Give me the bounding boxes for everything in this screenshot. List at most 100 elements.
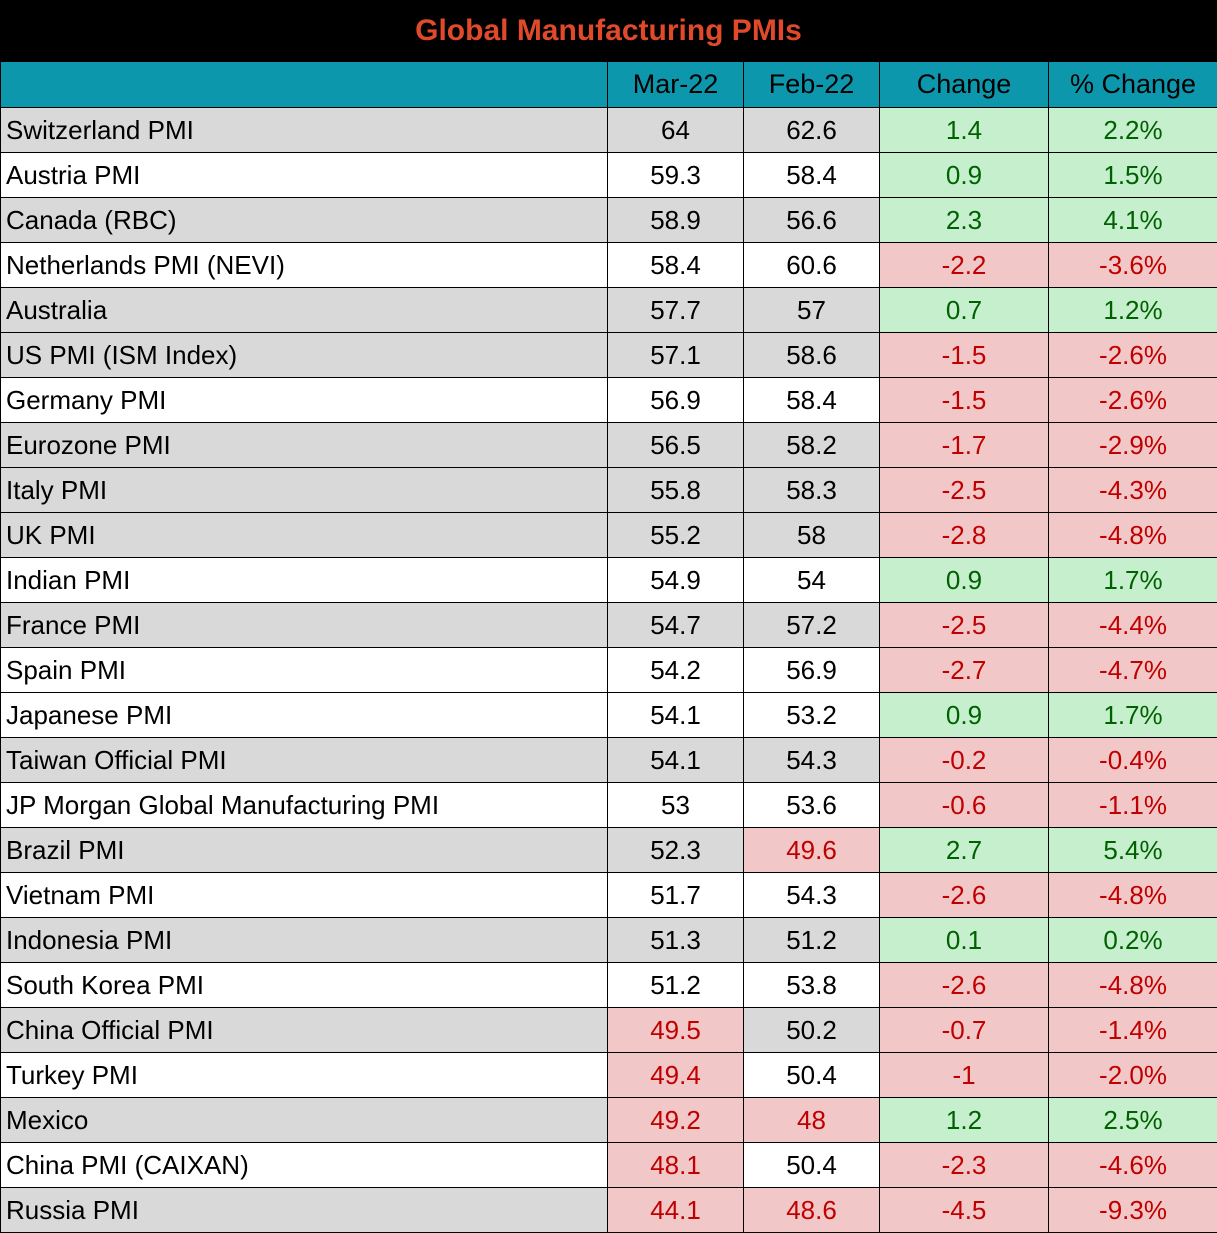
feb-22-cell: 48.6 [743,1187,880,1233]
mar-22-cell: 44.1 [607,1187,744,1233]
mar-22-cell: 51.7 [607,872,744,918]
table-row: Netherlands PMI (NEVI) 58.4 60.6 -2.2 -3.6% [0,242,1217,288]
pct-change-cell: -4.3% [1048,467,1217,513]
row-name-cell: Mexico [0,1097,608,1143]
change-cell: -4.5 [879,1187,1049,1233]
pct-change-cell: 1.7% [1048,692,1217,738]
row-name-cell: Brazil PMI [0,827,608,873]
table-row: Switzerland PMI 64 62.6 1.4 2.2% [0,107,1217,153]
feb-22-cell: 53.2 [743,692,880,738]
change-cell: -1.5 [879,377,1049,423]
table-row: Australia 57.7 57 0.7 1.2% [0,287,1217,333]
title-bar: Global Manufacturing PMIs [0,0,1217,61]
pct-change-cell: 2.2% [1048,107,1217,153]
row-name-cell: Indian PMI [0,557,608,603]
change-cell: -2.5 [879,602,1049,648]
table-row: Canada (RBC) 58.9 56.6 2.3 4.1% [0,197,1217,243]
table-row: Austria PMI 59.3 58.4 0.9 1.5% [0,152,1217,198]
feb-22-cell: 57.2 [743,602,880,648]
row-name-cell: Eurozone PMI [0,422,608,468]
table-body: Switzerland PMI 64 62.6 1.4 2.2% Austria PMI 5… [0,107,1217,1233]
mar-22-cell: 55.8 [607,467,744,513]
mar-22-cell: 51.3 [607,917,744,963]
pct-change-cell: -4.8% [1048,962,1217,1008]
feb-22-cell: 53.6 [743,782,880,828]
row-name-cell: Switzerland PMI [0,107,608,153]
feb-22-cell: 56.9 [743,647,880,693]
feb-22-cell: 50.4 [743,1052,880,1098]
mar-22-cell: 54.1 [607,692,744,738]
row-name-cell: Turkey PMI [0,1052,608,1098]
table-row: France PMI 54.7 57.2 -2.5 -4.4% [0,602,1217,648]
pct-change-cell: -9.3% [1048,1187,1217,1233]
mar-22-cell: 54.1 [607,737,744,783]
pct-change-cell: -1.4% [1048,1007,1217,1053]
change-cell: -1.5 [879,332,1049,378]
change-cell: 0.9 [879,152,1049,198]
mar-22-cell: 53 [607,782,744,828]
table-row: UK PMI 55.2 58 -2.8 -4.8% [0,512,1217,558]
header-row: Mar-22 Feb-22 Change % Change [0,61,1217,108]
pct-change-cell: -0.4% [1048,737,1217,783]
mar-22-cell: 59.3 [607,152,744,198]
row-name-cell: Austria PMI [0,152,608,198]
feb-22-cell: 58.3 [743,467,880,513]
feb-22-cell: 58.6 [743,332,880,378]
change-cell: -2.6 [879,962,1049,1008]
change-cell: 0.9 [879,692,1049,738]
feb-22-cell: 49.6 [743,827,880,873]
table-row: Germany PMI 56.9 58.4 -1.5 -2.6% [0,377,1217,423]
header-feb-22: Feb-22 [743,61,880,108]
change-cell: 0.7 [879,287,1049,333]
change-cell: -0.6 [879,782,1049,828]
row-name-cell: France PMI [0,602,608,648]
mar-22-cell: 58.9 [607,197,744,243]
row-name-cell: Canada (RBC) [0,197,608,243]
row-name-cell: Italy PMI [0,467,608,513]
change-cell: -2.3 [879,1142,1049,1188]
mar-22-cell: 49.2 [607,1097,744,1143]
pmi-table: Mar-22 Feb-22 Change % Change Switzerlan… [0,61,1217,1233]
table-row: China Official PMI 49.5 50.2 -0.7 -1.4% [0,1007,1217,1053]
row-name-cell: Indonesia PMI [0,917,608,963]
feb-22-cell: 58.4 [743,152,880,198]
change-cell: -1 [879,1052,1049,1098]
mar-22-cell: 56.5 [607,422,744,468]
header-change: Change [879,61,1049,108]
feb-22-cell: 50.4 [743,1142,880,1188]
feb-22-cell: 51.2 [743,917,880,963]
table-row: Brazil PMI 52.3 49.6 2.7 5.4% [0,827,1217,873]
feb-22-cell: 56.6 [743,197,880,243]
row-name-cell: Germany PMI [0,377,608,423]
row-name-cell: Vietnam PMI [0,872,608,918]
change-cell: -2.8 [879,512,1049,558]
feb-22-cell: 54 [743,557,880,603]
mar-22-cell: 52.3 [607,827,744,873]
pct-change-cell: 0.2% [1048,917,1217,963]
feb-22-cell: 50.2 [743,1007,880,1053]
table-row: Turkey PMI 49.4 50.4 -1 -2.0% [0,1052,1217,1098]
pct-change-cell: -4.8% [1048,872,1217,918]
change-cell: -0.7 [879,1007,1049,1053]
table-row: Mexico 49.2 48 1.2 2.5% [0,1097,1217,1143]
table-row: JP Morgan Global Manufacturing PMI 53 53.6… [0,782,1217,828]
table-row: Indian PMI 54.9 54 0.9 1.7% [0,557,1217,603]
table-row: Italy PMI 55.8 58.3 -2.5 -4.3% [0,467,1217,513]
row-name-cell: UK PMI [0,512,608,558]
mar-22-cell: 51.2 [607,962,744,1008]
change-cell: -0.2 [879,737,1049,783]
change-cell: -2.5 [879,467,1049,513]
row-name-cell: China Official PMI [0,1007,608,1053]
feb-22-cell: 53.8 [743,962,880,1008]
mar-22-cell: 64 [607,107,744,153]
feb-22-cell: 60.6 [743,242,880,288]
mar-22-cell: 54.9 [607,557,744,603]
pct-change-cell: -2.0% [1048,1052,1217,1098]
feb-22-cell: 58.4 [743,377,880,423]
pct-change-cell: -4.8% [1048,512,1217,558]
pct-change-cell: -2.6% [1048,377,1217,423]
header-mar-22: Mar-22 [607,61,744,108]
table-row: Eurozone PMI 56.5 58.2 -1.7 -2.9% [0,422,1217,468]
table-row: Taiwan Official PMI 54.1 54.3 -0.2 -0.4% [0,737,1217,783]
